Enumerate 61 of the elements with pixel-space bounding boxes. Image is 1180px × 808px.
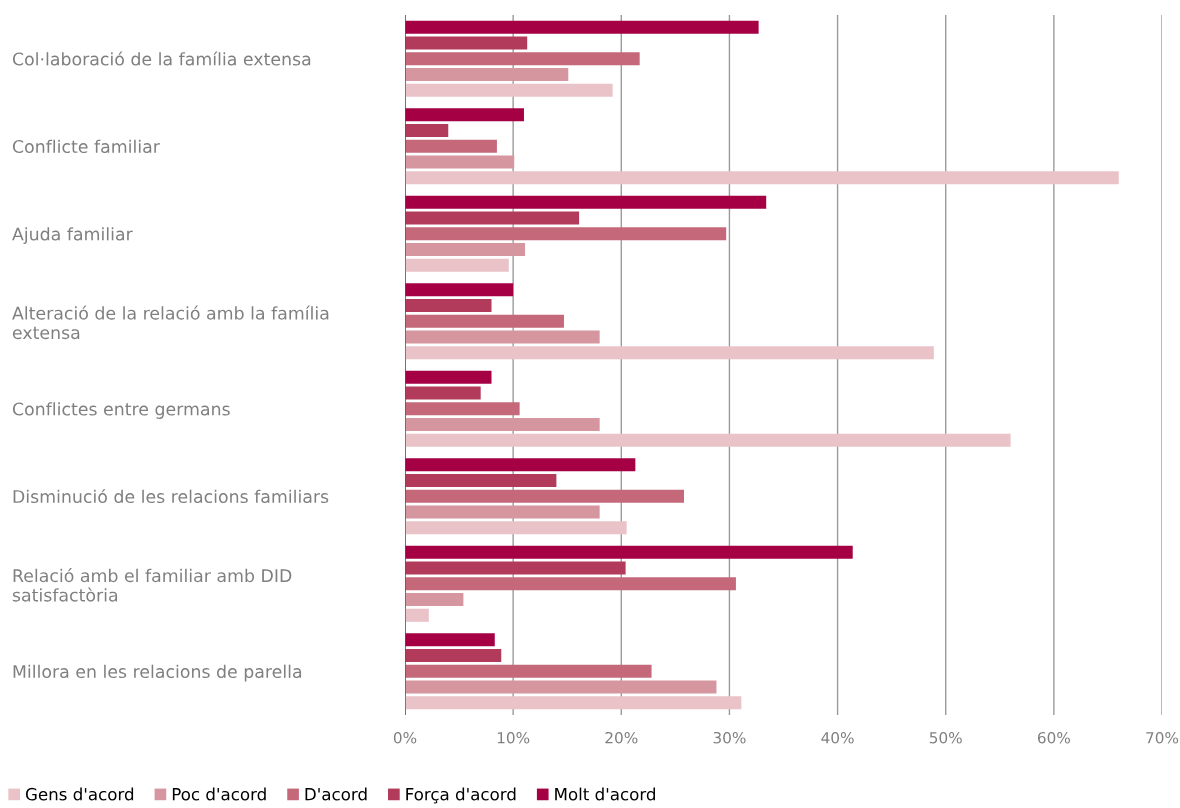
y-tick-label: Col·laboració de la família extensa bbox=[12, 51, 311, 66]
bar bbox=[405, 696, 742, 710]
bar bbox=[405, 283, 514, 297]
bar bbox=[405, 648, 502, 663]
bar bbox=[405, 433, 1011, 447]
bar bbox=[405, 258, 509, 272]
bar bbox=[405, 346, 934, 360]
bar bbox=[405, 20, 759, 34]
bar bbox=[405, 489, 685, 503]
bar bbox=[405, 592, 464, 607]
legend-label: Força d'acord bbox=[406, 787, 516, 804]
bar bbox=[405, 458, 636, 472]
bar bbox=[405, 505, 600, 519]
x-tick-label: 70% bbox=[1146, 731, 1179, 744]
bar bbox=[405, 633, 495, 647]
bar bbox=[405, 473, 557, 488]
bar bbox=[405, 36, 528, 50]
x-tick-label: 60% bbox=[1037, 731, 1070, 744]
bar bbox=[405, 521, 627, 535]
y-tick-label: Millora en les relacions de parella bbox=[13, 664, 302, 682]
bar bbox=[405, 577, 736, 591]
x-tick-label: 10% bbox=[497, 731, 530, 744]
y-tick-label: Relació amb el familiar amb DID satisfactòria bbox=[12, 568, 292, 602]
bar bbox=[405, 108, 524, 122]
bar bbox=[405, 67, 569, 82]
bar bbox=[405, 139, 497, 153]
legend-label: Gens d'acord bbox=[25, 787, 134, 801]
legend-label: Molt d'acord bbox=[555, 787, 655, 801]
y-tick-label: Ajuda familiar bbox=[12, 227, 133, 244]
legend-label: Poc d'acord bbox=[172, 787, 266, 801]
bar bbox=[405, 242, 526, 257]
bar bbox=[405, 314, 564, 328]
bar bbox=[405, 123, 449, 138]
bar bbox=[405, 664, 652, 678]
x-tick-label: 20% bbox=[605, 731, 638, 744]
bar bbox=[405, 561, 626, 575]
bar bbox=[405, 545, 853, 559]
bar bbox=[405, 298, 492, 313]
y-tick-label: Alteració de la relació amb la família extensa bbox=[12, 305, 329, 340]
bar bbox=[405, 417, 600, 432]
x-tick-label: 40% bbox=[821, 731, 854, 744]
bar bbox=[405, 211, 580, 225]
bar bbox=[405, 83, 613, 97]
bar bbox=[405, 155, 515, 169]
bar bbox=[405, 386, 481, 400]
x-tick-label: 30% bbox=[713, 731, 746, 744]
x-tick-label: 50% bbox=[929, 731, 962, 744]
bar bbox=[405, 330, 600, 344]
legend-label: D'acord bbox=[305, 787, 367, 801]
bar bbox=[405, 195, 767, 209]
y-tick-label: Conflicte familiar bbox=[12, 139, 160, 154]
bar bbox=[405, 680, 717, 694]
bar bbox=[405, 227, 727, 241]
y-tick-label: Disminució de les relacions familiars bbox=[13, 488, 329, 504]
bar bbox=[405, 608, 429, 622]
bar bbox=[405, 402, 520, 416]
bar bbox=[405, 370, 492, 384]
bar bbox=[405, 52, 640, 66]
y-tick-label: Conflictes entre germans bbox=[12, 402, 230, 419]
bar bbox=[405, 171, 1119, 185]
x-tick-label: 0% bbox=[393, 731, 417, 744]
